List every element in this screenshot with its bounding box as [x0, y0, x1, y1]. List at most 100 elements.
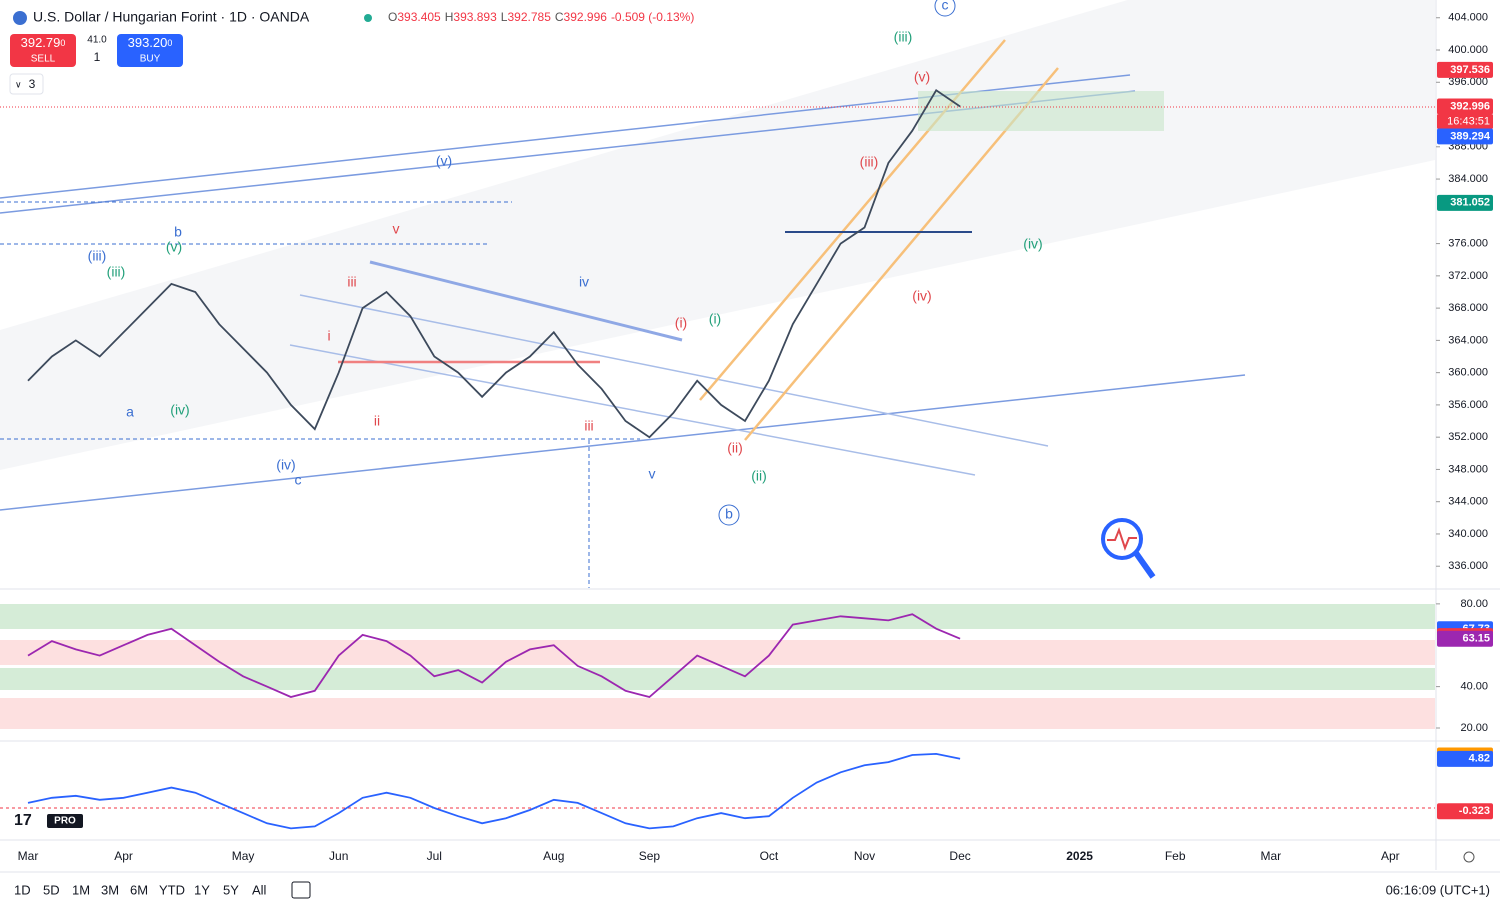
x-tick-label: Feb — [1165, 849, 1186, 863]
y-tick-label: 376.000 — [1448, 237, 1488, 249]
range-button[interactable]: 5Y — [223, 882, 239, 897]
x-tick-label: Aug — [543, 849, 564, 863]
logo-text: PRO — [54, 816, 76, 827]
x-tick-label: 2025 — [1066, 849, 1093, 863]
wave-label: (iv) — [1023, 236, 1042, 252]
y-tick-label: 384.000 — [1448, 173, 1488, 185]
trend-line — [289, 344, 976, 476]
target-zone — [918, 91, 1164, 131]
wave-label: a — [126, 404, 134, 420]
wave-label: (v) — [914, 69, 930, 85]
wave-label: (iii) — [107, 264, 126, 280]
range-button[interactable]: 1D — [14, 882, 31, 897]
series-line — [27, 89, 961, 439]
price-label-box — [1437, 98, 1493, 115]
wave-label: ii — [374, 413, 380, 429]
rsi-zone — [0, 640, 1435, 665]
price-label-box — [1437, 194, 1493, 211]
wave-label: (i) — [675, 315, 687, 331]
clock: 06:16:09 (UTC+1) — [1386, 882, 1490, 897]
y-tick-label: 80.00 — [1460, 598, 1488, 610]
range-button[interactable]: 3M — [101, 882, 119, 897]
range-button[interactable]: 5D — [43, 882, 60, 897]
symbol-title: U.S. Dollar / Hungarian Forint · 1D · OA… — [33, 9, 310, 25]
label: O — [388, 10, 397, 24]
range-button[interactable]: 6M — [130, 882, 148, 897]
x-tick-label: Apr — [114, 849, 133, 863]
x-tick-label: Dec — [949, 849, 970, 863]
range-button[interactable]: 1M — [72, 882, 90, 897]
y-tick-label: 372.000 — [1448, 270, 1488, 282]
range-button[interactable]: 1Y — [194, 882, 210, 897]
price: 393.20 — [128, 35, 168, 50]
y-tick-label: 360.000 — [1448, 367, 1488, 379]
wave-label: (iv) — [170, 402, 189, 418]
search-icon — [1107, 527, 1137, 551]
rsi-zone — [0, 698, 1435, 729]
date-range-icon[interactable] — [291, 881, 311, 899]
wave-label: c — [942, 0, 949, 13]
trend-line — [299, 294, 1049, 447]
label: C — [555, 10, 564, 24]
x-tick-label: Mar — [1260, 849, 1281, 863]
y-tick-label: 40.00 — [1460, 681, 1488, 693]
rsi-zone — [0, 604, 1435, 629]
y-tick-label: 352.000 — [1448, 431, 1488, 443]
trend-line — [0, 374, 1246, 511]
value: 392.996 — [564, 10, 608, 24]
spread: 41.0 — [87, 35, 107, 46]
wave-label: (v) — [166, 239, 182, 255]
range-button[interactable]: All — [252, 882, 267, 897]
y-tick-label: 364.000 — [1448, 334, 1488, 346]
countdown: 16:43:51 — [1447, 115, 1490, 127]
price-label-box — [1437, 750, 1493, 767]
sell-button[interactable] — [10, 34, 76, 67]
y-tick-label: 368.000 — [1448, 302, 1488, 314]
buy-price: 393.200 — [128, 35, 173, 50]
price-label-box — [1437, 61, 1493, 78]
value: 393.893 — [453, 10, 497, 24]
wave-label: (iii) — [88, 248, 107, 264]
price-label-box — [1437, 128, 1493, 145]
price: 392.79 — [21, 35, 61, 50]
price-label: 397.536 — [1450, 64, 1490, 76]
buy-button[interactable] — [117, 34, 183, 67]
x-tick-label: Nov — [854, 849, 875, 863]
series-line — [27, 752, 961, 830]
wave-label: i — [327, 328, 330, 344]
price-label-box — [1437, 630, 1493, 647]
search-icon — [1133, 551, 1156, 579]
y-tick-label: 396.000 — [1448, 76, 1488, 88]
wave-circle — [934, 0, 956, 17]
wave-label: (iv) — [276, 457, 295, 473]
y-tick-label: 344.000 — [1448, 496, 1488, 508]
price-label: -0.323 — [1459, 805, 1490, 817]
wave-label: iii — [347, 274, 356, 290]
value: 393.405 — [397, 10, 441, 24]
price-sup: 0 — [60, 38, 65, 48]
range-button[interactable]: YTD — [159, 882, 185, 897]
price-label: 63.15 — [1462, 633, 1490, 645]
y-tick-label: 404.000 — [1448, 12, 1488, 24]
wave-label: v — [649, 466, 656, 482]
wave-label: (ii) — [751, 468, 767, 484]
y-tick-label: 348.000 — [1448, 463, 1488, 475]
x-tick-label: Apr — [1381, 849, 1400, 863]
settings-icon[interactable] — [1463, 851, 1475, 863]
y-tick-label: 400.000 — [1448, 44, 1488, 56]
wave-circle — [718, 504, 740, 526]
y-tick-label: 356.000 — [1448, 399, 1488, 411]
search-icon[interactable] — [1101, 518, 1143, 560]
indicator-toggle[interactable] — [9, 73, 44, 95]
logo-badge — [47, 814, 83, 828]
wave-label: (iv) — [912, 288, 931, 304]
x-tick-label: Jul — [427, 849, 442, 863]
wave-label: iii — [584, 418, 593, 434]
label: L — [501, 10, 508, 24]
wave-label: (iii) — [894, 29, 913, 45]
buy-label: BUY — [140, 54, 161, 65]
price-label: 392.996 — [1450, 100, 1490, 112]
y-tick-label: 20.00 — [1460, 722, 1488, 734]
